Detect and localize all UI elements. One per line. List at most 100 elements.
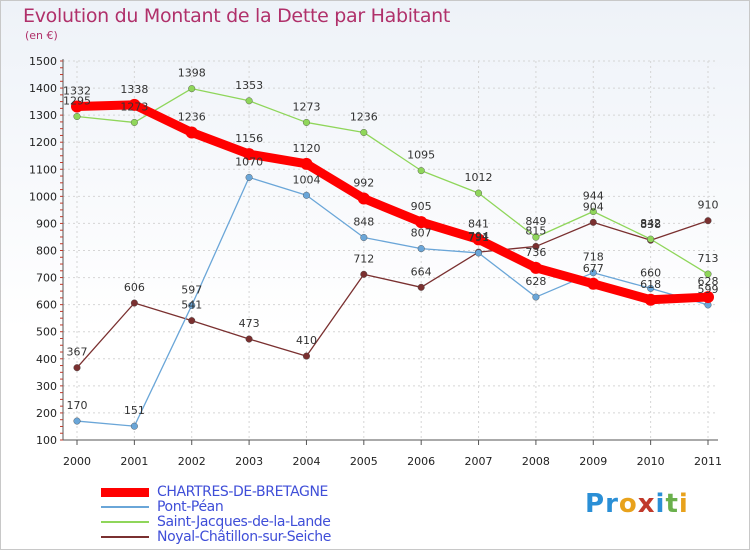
- data-point: [417, 167, 425, 175]
- data-point: [472, 233, 485, 246]
- data-label: 807: [411, 227, 432, 240]
- data-point: [417, 283, 425, 291]
- x-tick-label: 2004: [292, 455, 320, 468]
- data-label: 660: [640, 266, 661, 279]
- legend-label: Noyal-Châtillon-sur-Seiche: [157, 529, 331, 545]
- x-tick-label: 2002: [178, 455, 206, 468]
- data-point: [357, 192, 370, 205]
- data-label: 910: [698, 199, 719, 212]
- data-label: 1295: [63, 94, 91, 107]
- data-label: 1332: [63, 84, 91, 97]
- logo-letter: o: [618, 489, 638, 519]
- y-tick-label: 700: [36, 272, 57, 285]
- y-tick-label: 1100: [29, 163, 57, 176]
- y-tick-label: 600: [36, 299, 57, 312]
- data-label: 842: [640, 217, 661, 230]
- data-label: 367: [67, 346, 88, 359]
- data-label: 718: [583, 251, 604, 264]
- data-label: 541: [181, 299, 202, 312]
- data-point: [73, 417, 81, 425]
- data-label: 904: [583, 200, 604, 213]
- data-point: [532, 293, 540, 301]
- series-line-1: [76, 176, 709, 427]
- data-point: [188, 85, 196, 93]
- y-tick-label: 500: [36, 326, 57, 339]
- data-label: 1398: [178, 67, 206, 80]
- y-tick-label: 1200: [29, 136, 57, 149]
- data-label: 664: [411, 265, 432, 278]
- data-point: [302, 118, 310, 126]
- x-tick-label: 2006: [407, 455, 435, 468]
- data-point: [245, 173, 253, 181]
- x-tick-label: 2005: [350, 455, 378, 468]
- data-point: [589, 218, 597, 226]
- data-point: [589, 269, 597, 277]
- x-tick-label: 2007: [465, 455, 493, 468]
- data-label: 838: [640, 218, 661, 231]
- data-point: [587, 277, 600, 290]
- data-point: [704, 217, 712, 225]
- data-point: [589, 208, 597, 216]
- data-label: 628: [698, 275, 719, 288]
- y-tick-label: 800: [36, 245, 57, 258]
- data-label: 599: [698, 283, 719, 296]
- data-point: [704, 270, 712, 278]
- data-label: 677: [583, 262, 604, 275]
- data-point: [130, 118, 138, 126]
- legend-label: Pont-Péan: [157, 499, 224, 515]
- data-label: 849: [525, 215, 546, 228]
- data-label: 712: [353, 252, 374, 265]
- x-tick-label: 2003: [235, 455, 263, 468]
- y-tick-label: 1500: [29, 55, 57, 68]
- x-tick-label: 2000: [63, 455, 91, 468]
- data-label: 1236: [178, 110, 206, 123]
- legend-swatch: [101, 487, 149, 497]
- proxiti-logo: Proxiti: [585, 489, 689, 519]
- data-label: 905: [411, 200, 432, 213]
- y-tick-label: 200: [36, 407, 57, 420]
- y-tick-label: 1300: [29, 109, 57, 122]
- data-point: [71, 100, 83, 113]
- legend-swatch: [101, 521, 149, 523]
- x-tick-label: 2010: [637, 455, 665, 468]
- data-point: [475, 189, 483, 197]
- data-label: 794: [468, 230, 489, 243]
- data-label: 736: [525, 246, 546, 259]
- unit-label: (en €): [25, 29, 58, 42]
- data-label: 1353: [235, 79, 263, 92]
- data-point: [475, 249, 483, 257]
- data-label: 944: [583, 190, 604, 203]
- data-label: 1070: [235, 155, 263, 168]
- data-label: 1338: [120, 83, 148, 96]
- logo-letter: i: [678, 489, 689, 519]
- data-point: [702, 291, 714, 304]
- data-label: 1004: [292, 173, 320, 186]
- data-label: 606: [124, 281, 145, 294]
- data-label: 713: [698, 252, 719, 265]
- data-label: 841: [468, 217, 489, 230]
- data-label: 1095: [407, 149, 435, 162]
- series-line-2: [76, 87, 709, 275]
- logo-letter: i: [655, 489, 666, 519]
- data-point: [644, 293, 657, 306]
- series-line-3: [76, 220, 709, 369]
- data-point: [647, 284, 655, 292]
- y-tick-label: 400: [36, 353, 57, 366]
- data-label: 410: [296, 334, 317, 347]
- series-line-0: [72, 100, 713, 305]
- data-label: 473: [239, 317, 260, 330]
- legend-label: CHARTRES-DE-BRETAGNE: [157, 484, 328, 500]
- data-point: [360, 128, 368, 136]
- logo-letter: t: [665, 489, 679, 519]
- axes: 100 200 300 400 500 600 700 800 900 1000 1100 1200 1…: [29, 55, 722, 468]
- data-label: 618: [640, 278, 661, 291]
- data-label: 791: [468, 231, 489, 244]
- legend-swatch: [101, 506, 149, 508]
- data-point: [128, 98, 141, 111]
- legend-label: Saint-Jacques-de-la-Lande: [157, 514, 331, 530]
- data-point: [417, 245, 425, 253]
- data-point: [360, 270, 368, 278]
- x-tick-label: 2001: [120, 455, 148, 468]
- series-layer: [71, 85, 714, 430]
